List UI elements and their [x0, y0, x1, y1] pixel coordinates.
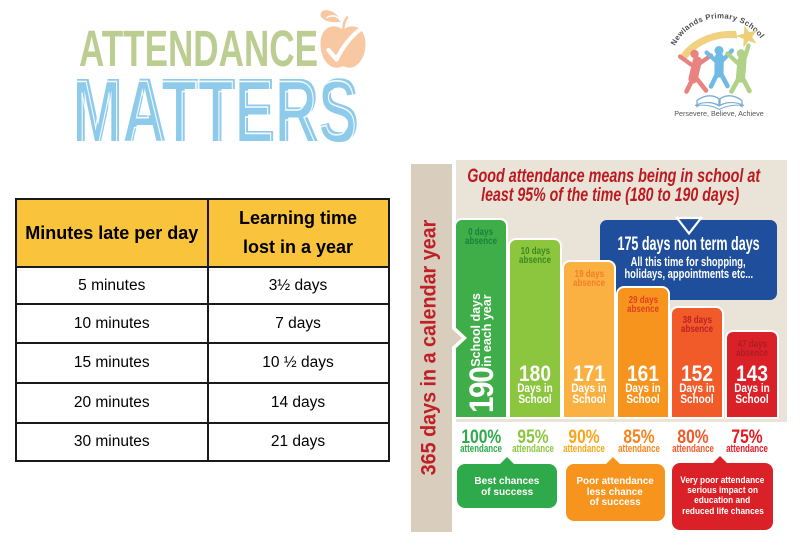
svg-text:ATTENDANCE: ATTENDANCE — [79, 20, 318, 77]
svg-text:Persevere, Believe, Achieve: Persevere, Believe, Achieve — [674, 109, 764, 118]
svg-text:MATTERS: MATTERS — [71, 64, 357, 161]
svg-text:MATTERS: MATTERS — [73, 61, 359, 160]
